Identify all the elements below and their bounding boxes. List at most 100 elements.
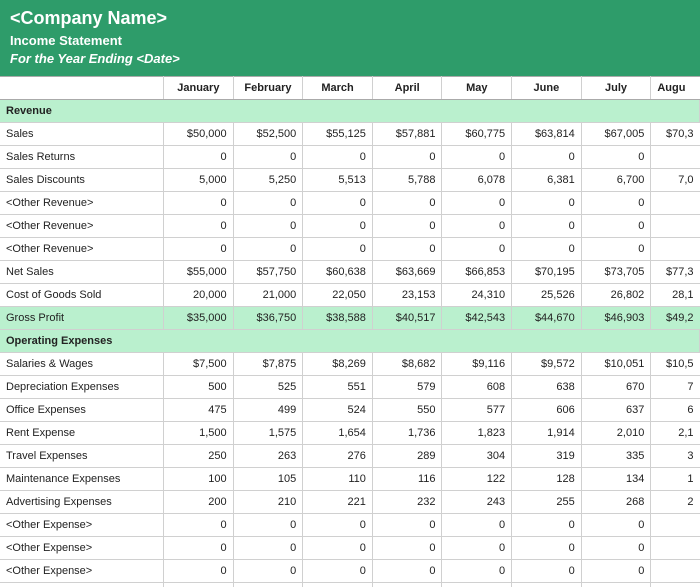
cell-value: 0: [372, 537, 442, 560]
table-row: <Other Expense>0000000: [0, 537, 700, 560]
income-statement-sheet: <Company Name> Income Statement For the …: [0, 0, 700, 587]
row-label: Gross Profit: [0, 307, 164, 330]
cell-value: 525: [233, 376, 303, 399]
row-label: <Other Revenue>: [0, 238, 164, 261]
summary-row: Total Operating Expenses$10,525$11,051$1…: [0, 583, 700, 587]
cell-value: 134: [581, 468, 651, 491]
table-row: Maintenance Expenses10010511011612212813…: [0, 468, 700, 491]
section-label: Revenue: [0, 100, 700, 123]
cell-value: 0: [581, 238, 651, 261]
section-row: Revenue: [0, 100, 700, 123]
month-header: May: [442, 77, 512, 100]
cell-value: 0: [442, 146, 512, 169]
cell-value: 637: [581, 399, 651, 422]
cell-value: 0: [303, 537, 373, 560]
cell-value: 1,500: [164, 422, 234, 445]
cell-value: $63,814: [512, 123, 582, 146]
cell-value: 0: [512, 238, 582, 261]
cell-value: 1,575: [233, 422, 303, 445]
cell-value: 0: [233, 537, 303, 560]
cell-value: $12,793: [442, 583, 512, 587]
cell-value: 0: [581, 537, 651, 560]
cell-value: 1,914: [512, 422, 582, 445]
cell-value: 122: [442, 468, 512, 491]
cell-value: 0: [442, 514, 512, 537]
cell-value: 5,000: [164, 169, 234, 192]
cell-value: 5,513: [303, 169, 373, 192]
cell-value: $9,572: [512, 353, 582, 376]
cell-value: $35,000: [164, 307, 234, 330]
cell-value: $7,875: [233, 353, 303, 376]
cell-value: $11,604: [303, 583, 373, 587]
cell-value: $49,2: [651, 307, 700, 330]
cell-value: 21,000: [233, 284, 303, 307]
table-row: Depreciation Expenses5005255515796086386…: [0, 376, 700, 399]
cell-value: $14,105: [581, 583, 651, 587]
row-label: Cost of Goods Sold: [0, 284, 164, 307]
table-row: Travel Expenses2502632762893043193353: [0, 445, 700, 468]
row-label: <Other Revenue>: [0, 215, 164, 238]
table-row: Sales$50,000$52,500$55,125$57,881$60,775…: [0, 123, 700, 146]
month-header: February: [233, 77, 303, 100]
row-label: Salaries & Wages: [0, 353, 164, 376]
cell-value: $11,051: [233, 583, 303, 587]
cell-value: 255: [512, 491, 582, 514]
cell-value: 606: [512, 399, 582, 422]
cell-value: 0: [512, 215, 582, 238]
cell-value: 0: [442, 560, 512, 583]
cell-value: $46,903: [581, 307, 651, 330]
table-row: <Other Revenue>0000000: [0, 192, 700, 215]
row-label: <Other Expense>: [0, 537, 164, 560]
cell-value: 500: [164, 376, 234, 399]
cell-value: 0: [233, 192, 303, 215]
cell-value: $8,269: [303, 353, 373, 376]
month-header: Augu: [651, 77, 700, 100]
cell-value: 0: [512, 537, 582, 560]
cell-value: [651, 514, 700, 537]
cell-value: $10,5: [651, 353, 700, 376]
cell-value: 0: [233, 514, 303, 537]
cell-value: $66,853: [442, 261, 512, 284]
cell-value: 0: [164, 192, 234, 215]
cell-value: 0: [233, 238, 303, 261]
cell-value: 6,078: [442, 169, 512, 192]
cell-value: 0: [372, 192, 442, 215]
table-row: Cost of Goods Sold20,00021,00022,05023,1…: [0, 284, 700, 307]
cell-value: 7: [651, 376, 700, 399]
row-label: Net Sales: [0, 261, 164, 284]
month-header: July: [581, 77, 651, 100]
section-row: Operating Expenses: [0, 330, 700, 353]
month-header: June: [512, 77, 582, 100]
cell-value: 263: [233, 445, 303, 468]
cell-value: 232: [372, 491, 442, 514]
cell-value: 0: [164, 514, 234, 537]
cell-value: 579: [372, 376, 442, 399]
cell-value: 0: [233, 146, 303, 169]
cell-value: 116: [372, 468, 442, 491]
table-row: Salaries & Wages$7,500$7,875$8,269$8,682…: [0, 353, 700, 376]
cell-value: $38,588: [303, 307, 373, 330]
cell-value: 26,802: [581, 284, 651, 307]
cell-value: 24,310: [442, 284, 512, 307]
cell-value: $44,670: [512, 307, 582, 330]
cell-value: 6: [651, 399, 700, 422]
month-header: January: [164, 77, 234, 100]
cell-value: $70,195: [512, 261, 582, 284]
cell-value: $52,500: [233, 123, 303, 146]
cell-value: 0: [303, 514, 373, 537]
row-label: Sales Discounts: [0, 169, 164, 192]
summary-row: Net Sales$55,000$57,750$60,638$63,669$66…: [0, 261, 700, 284]
row-label: Depreciation Expenses: [0, 376, 164, 399]
cell-value: 0: [303, 560, 373, 583]
row-label: Sales Returns: [0, 146, 164, 169]
sheet-header: <Company Name> Income Statement For the …: [0, 0, 700, 76]
row-label: Total Operating Expenses: [0, 583, 164, 587]
cell-value: 2: [651, 491, 700, 514]
cell-value: 0: [372, 215, 442, 238]
cell-value: $55,125: [303, 123, 373, 146]
cell-value: $57,881: [372, 123, 442, 146]
cell-value: $14,8: [651, 583, 700, 587]
cell-value: $57,750: [233, 261, 303, 284]
month-header-row: JanuaryFebruaryMarchAprilMayJuneJulyAugu: [0, 77, 700, 100]
table-row: <Other Expense>0000000: [0, 560, 700, 583]
